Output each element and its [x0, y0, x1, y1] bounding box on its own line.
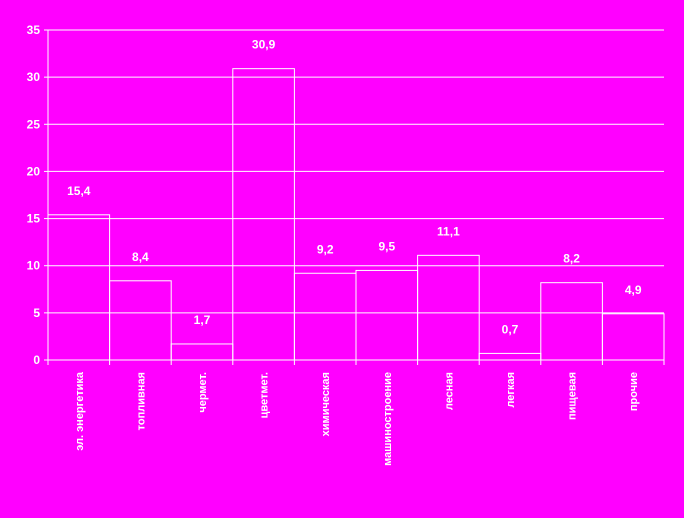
bar [417, 254, 480, 361]
data-labels: 15,4 8,4 1,7 30,9 9,2 9,5 11,1 0,7 8,2 4,9 [67, 38, 642, 337]
data-label: 9,2 [317, 242, 334, 256]
bar [293, 272, 357, 361]
y-tick-label: 10 [27, 259, 41, 273]
bar [540, 282, 603, 361]
y-tick-labels: 0 5 10 15 20 25 30 35 [27, 23, 41, 367]
data-label: 1,7 [194, 313, 211, 327]
data-label: 9,5 [378, 239, 395, 253]
category-label: химическая [320, 372, 332, 436]
data-label: 0,7 [502, 322, 519, 336]
y-tick-label: 5 [33, 306, 40, 320]
category-label: прочие [628, 372, 640, 411]
category-label: легкая [505, 372, 517, 408]
category-label: лесная [443, 372, 455, 410]
bar [47, 214, 111, 361]
category-label: топливная [135, 372, 147, 430]
category-labels: эл. энергетика топливная чермет. цветмет. хи… [74, 371, 640, 466]
y-tick-label: 25 [27, 117, 41, 131]
y-tick-label: 35 [27, 23, 41, 37]
y-tick-label: 0 [33, 353, 40, 367]
y-tick-label: 15 [27, 212, 41, 226]
data-label: 11,1 [437, 224, 460, 238]
bar [601, 313, 665, 361]
category-label: чермет. [197, 372, 209, 413]
axes [44, 29, 665, 365]
category-label: эл. энергетика [74, 371, 86, 451]
bar [232, 68, 295, 361]
bar [109, 280, 172, 361]
y-tick-label: 30 [27, 70, 41, 84]
bar [170, 343, 234, 361]
bar [355, 269, 419, 361]
data-label: 15,4 [67, 184, 91, 198]
y-tick-label: 20 [27, 164, 41, 178]
category-label: пищевая [567, 372, 579, 420]
data-label: 8,2 [563, 252, 580, 266]
bar [478, 352, 542, 361]
data-label: 30,9 [252, 38, 276, 52]
bars [47, 68, 665, 361]
data-label: 8,4 [132, 250, 149, 264]
data-label: 4,9 [625, 283, 642, 297]
category-label: машиностроение [382, 372, 394, 466]
category-label: цветмет. [259, 372, 271, 418]
gridlines [48, 29, 664, 314]
